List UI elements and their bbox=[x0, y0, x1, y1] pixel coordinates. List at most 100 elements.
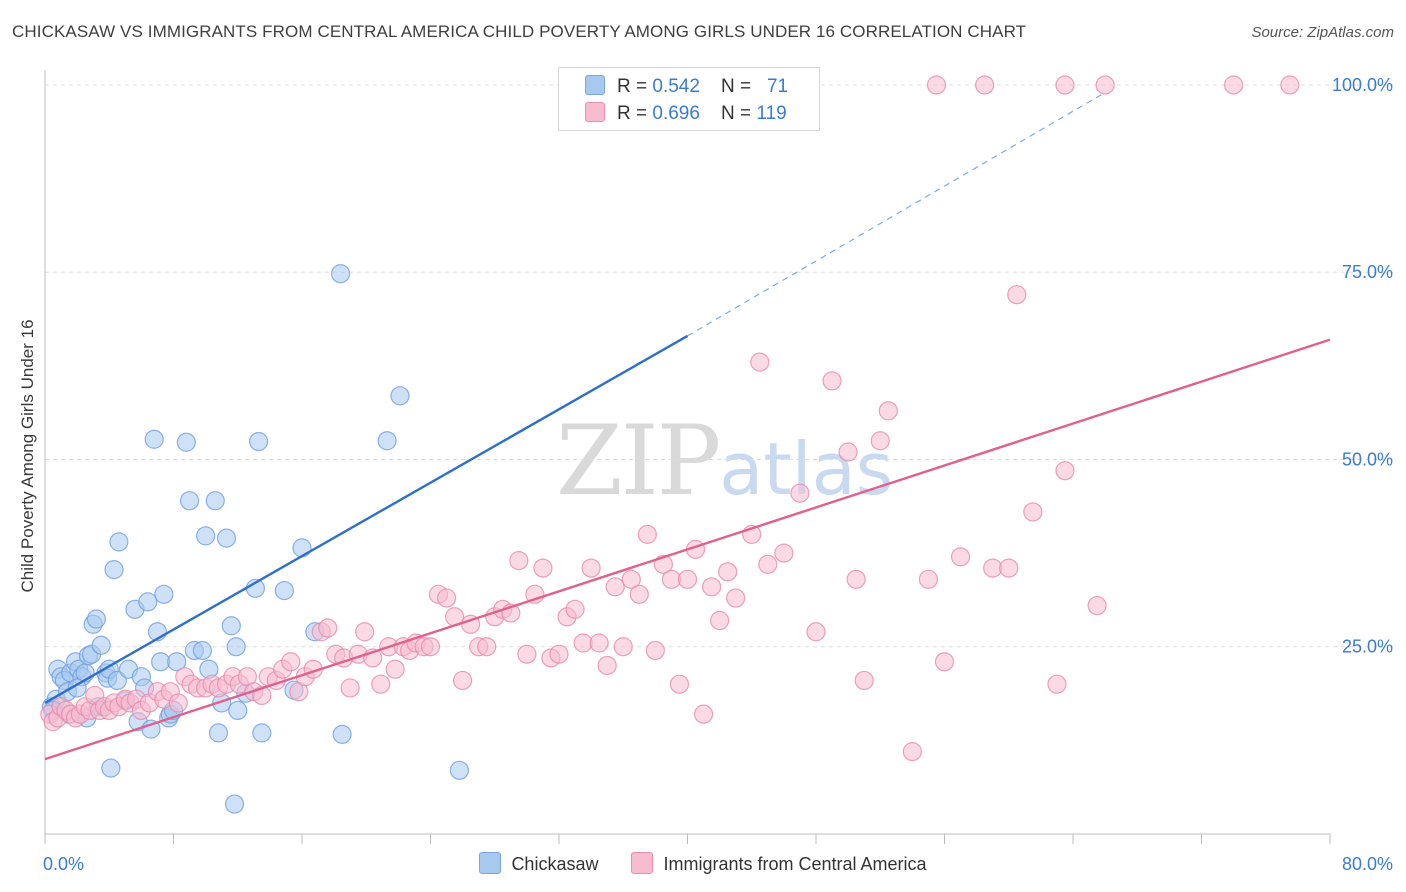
legend-swatch-chickasaw bbox=[479, 852, 502, 874]
immigrants-point bbox=[838, 442, 858, 462]
legend-r-label: R = bbox=[617, 76, 653, 97]
legend-row-immigrants: R = 0.696 N = 119 bbox=[585, 102, 787, 126]
legend-label-immigrants: Immigrants from Central America bbox=[663, 854, 927, 874]
y-axis-label: Child Poverty Among Girls Under 16 bbox=[18, 319, 37, 593]
x-tick-label: 80.0% bbox=[1342, 854, 1393, 874]
chickasaw-point bbox=[104, 559, 124, 580]
legend-r-value: 0.696 bbox=[652, 103, 700, 124]
watermark-zip: ZIP bbox=[556, 405, 721, 517]
immigrants-point bbox=[677, 569, 698, 589]
immigrants-point bbox=[661, 569, 682, 589]
immigrants-point bbox=[509, 551, 529, 571]
immigrants-point bbox=[669, 674, 690, 694]
immigrants-point bbox=[645, 640, 665, 661]
chickasaw-point bbox=[221, 616, 241, 636]
immigrants-point bbox=[726, 588, 746, 608]
chickasaw-point bbox=[196, 526, 216, 546]
chickasaw-point bbox=[224, 794, 245, 814]
immigrants-point bbox=[854, 670, 874, 691]
x-tick-label: 0.0% bbox=[43, 854, 84, 874]
chickasaw-point bbox=[192, 640, 213, 661]
immigrants-point bbox=[168, 693, 188, 713]
legend-n-label: N = bbox=[721, 103, 757, 124]
chickasaw-point bbox=[249, 431, 269, 452]
chickasaw-point bbox=[205, 491, 225, 511]
legend-n-value: 71 bbox=[766, 76, 789, 97]
chickasaw-point bbox=[274, 580, 294, 601]
legend-swatch-immigrants bbox=[631, 852, 654, 874]
immigrants-point bbox=[436, 588, 457, 608]
chickasaw-point bbox=[144, 429, 164, 449]
chickasaw-point bbox=[101, 758, 121, 778]
immigrants-point bbox=[581, 558, 601, 578]
chickasaw-point bbox=[377, 431, 397, 451]
immigrants-point bbox=[565, 599, 585, 619]
y-tick-label: 50.0% bbox=[1342, 449, 1393, 469]
chickasaw-point bbox=[167, 652, 187, 672]
immigrants-point bbox=[613, 637, 633, 657]
immigrants-point bbox=[477, 637, 497, 657]
immigrants-point bbox=[605, 577, 625, 597]
chickasaw-point bbox=[216, 528, 237, 548]
legend-r-label: R = bbox=[617, 103, 653, 124]
legend-n-label: N = bbox=[721, 76, 757, 97]
immigrants-point bbox=[637, 524, 657, 544]
chickasaw-trend-line bbox=[44, 334, 689, 704]
chickasaw-point bbox=[449, 760, 470, 780]
immigrants-point bbox=[589, 633, 609, 653]
immigrants-point bbox=[1280, 75, 1300, 95]
y-tick-label: 100.0% bbox=[1332, 75, 1393, 95]
legend-label-chickasaw: Chickasaw bbox=[511, 854, 599, 874]
immigrants-point bbox=[629, 584, 649, 604]
immigrants-point bbox=[822, 371, 842, 391]
source-credit: Source: ZipAtlas.com bbox=[1251, 24, 1394, 41]
immigrants-point bbox=[1087, 595, 1107, 616]
immigrants-point bbox=[318, 618, 338, 638]
immigrants-point bbox=[758, 554, 778, 574]
watermark: ZIPatlas bbox=[556, 405, 893, 517]
immigrants-point bbox=[790, 483, 810, 503]
legend-item-immigrants: Immigrants from Central America bbox=[631, 852, 927, 875]
chickasaw-point bbox=[109, 532, 129, 552]
chickasaw-point bbox=[330, 264, 351, 284]
immigrants-point bbox=[1055, 75, 1075, 95]
correlation-legend: R = 0.542 N = 71 R = 0.696 N = 119 bbox=[558, 67, 820, 131]
immigrants-point bbox=[902, 742, 922, 762]
immigrants-point bbox=[355, 622, 375, 642]
immigrants-point bbox=[870, 431, 890, 451]
immigrants-point bbox=[1007, 285, 1027, 305]
chickasaw-trend-extension bbox=[687, 91, 1106, 337]
immigrants-point bbox=[1095, 75, 1115, 95]
legend-item-chickasaw: Chickasaw bbox=[479, 852, 598, 875]
chickasaw-point bbox=[390, 386, 410, 406]
chickasaw-point bbox=[91, 635, 111, 655]
immigrants-point bbox=[597, 655, 617, 676]
chart-title: CHICKASAW VS IMMIGRANTS FROM CENTRAL AME… bbox=[12, 22, 1027, 41]
legend-n-value: 119 bbox=[756, 103, 787, 124]
chickasaw-point bbox=[86, 609, 107, 629]
immigrants-point bbox=[934, 652, 955, 672]
immigrants-point bbox=[999, 558, 1019, 578]
chickasaw-point bbox=[67, 678, 87, 698]
immigrants-point bbox=[340, 678, 360, 698]
legend-row-chickasaw: R = 0.542 N = 71 bbox=[585, 75, 788, 99]
immigrants-point bbox=[1047, 674, 1067, 694]
chickasaw-point bbox=[228, 700, 248, 721]
immigrants-point bbox=[371, 674, 391, 694]
immigrants-point bbox=[878, 401, 898, 421]
immigrants-point bbox=[983, 558, 1003, 578]
immigrants-point bbox=[774, 543, 794, 563]
immigrants-point bbox=[701, 577, 722, 597]
immigrants-point bbox=[281, 652, 301, 672]
chickasaw-point bbox=[154, 584, 174, 604]
chickasaw-point bbox=[176, 432, 196, 452]
immigrants-point bbox=[693, 704, 714, 724]
immigrants-trend-line bbox=[44, 338, 1331, 761]
immigrants-point bbox=[718, 562, 738, 582]
immigrants-point bbox=[621, 569, 641, 589]
immigrants-point bbox=[1055, 461, 1075, 481]
chickasaw-point bbox=[226, 637, 246, 657]
immigrants-point bbox=[533, 558, 553, 578]
immigrants-point bbox=[517, 644, 537, 664]
